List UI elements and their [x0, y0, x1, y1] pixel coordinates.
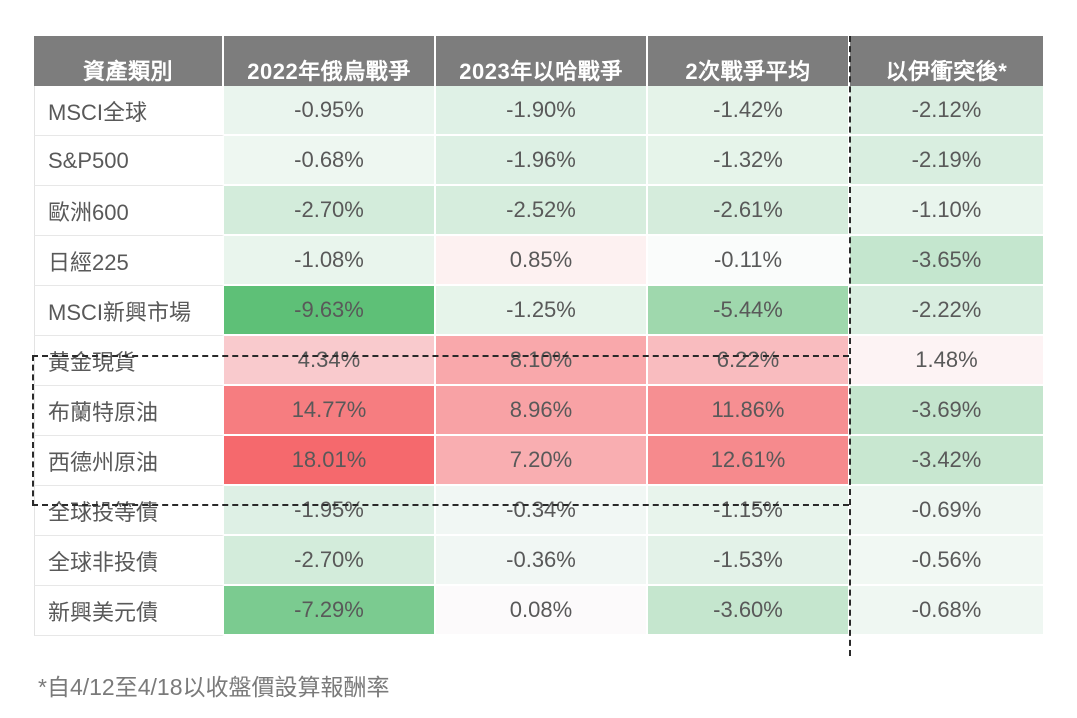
value-cell: 1.48% — [850, 336, 1043, 386]
value-cell: -0.68% — [224, 136, 436, 186]
value-cell: -0.68% — [850, 586, 1043, 636]
value-cell: -9.63% — [224, 286, 436, 336]
value-cell: 6.22% — [648, 336, 850, 386]
value-cell: -1.10% — [850, 186, 1043, 236]
asset-label: 日經225 — [34, 236, 224, 286]
value-cell: -3.42% — [850, 436, 1043, 486]
last-column-dashed-divider — [849, 36, 851, 656]
value-cell: 12.61% — [648, 436, 850, 486]
value-cell: -3.69% — [850, 386, 1043, 436]
value-cell: -7.29% — [224, 586, 436, 636]
footnote: *自4/12至4/18以收盤價設算報酬率 — [38, 674, 390, 700]
value-cell: 0.08% — [436, 586, 648, 636]
value-cell: -1.96% — [436, 136, 648, 186]
value-cell: 7.20% — [436, 436, 648, 486]
value-cell: -1.15% — [648, 486, 850, 536]
asset-label: 全球非投債 — [34, 536, 224, 586]
value-cell: 4.34% — [224, 336, 436, 386]
asset-label: MSCI全球 — [34, 86, 224, 136]
value-cell: -3.60% — [648, 586, 850, 636]
value-cell: -2.52% — [436, 186, 648, 236]
asset-label: 歐洲600 — [34, 186, 224, 236]
value-cell: -0.56% — [850, 536, 1043, 586]
value-cell: -1.08% — [224, 236, 436, 286]
value-cell: -2.70% — [224, 186, 436, 236]
asset-label: 黃金現貨 — [34, 336, 224, 386]
asset-label: MSCI新興市場 — [34, 286, 224, 336]
value-cell: -2.22% — [850, 286, 1043, 336]
value-cell: -1.32% — [648, 136, 850, 186]
value-cell: 14.77% — [224, 386, 436, 436]
value-cell: 8.10% — [436, 336, 648, 386]
value-cell: -1.90% — [436, 86, 648, 136]
value-cell: -0.11% — [648, 236, 850, 286]
value-cell: 11.86% — [648, 386, 850, 436]
value-cell: -0.34% — [436, 486, 648, 536]
asset-label: S&P500 — [34, 136, 224, 186]
value-cell: -5.44% — [648, 286, 850, 336]
value-cell: 18.01% — [224, 436, 436, 486]
value-cell: -2.12% — [850, 86, 1043, 136]
value-cell: -2.61% — [648, 186, 850, 236]
value-cell: 0.85% — [436, 236, 648, 286]
value-cell: -0.36% — [436, 536, 648, 586]
value-cell: -0.95% — [224, 86, 436, 136]
asset-label: 西德州原油 — [34, 436, 224, 486]
value-cell: -1.25% — [436, 286, 648, 336]
value-cell: -1.42% — [648, 86, 850, 136]
value-cell: -3.65% — [850, 236, 1043, 286]
asset-label: 新興美元債 — [34, 586, 224, 636]
value-cell: -2.19% — [850, 136, 1043, 186]
asset-returns-table: 資產類別 2022年俄烏戰爭 2023年以哈戰爭 2次戰爭平均 以伊衝突後* M… — [34, 36, 1043, 636]
value-cell: -1.95% — [224, 486, 436, 536]
value-cell: -1.53% — [648, 536, 850, 586]
value-cell: -2.70% — [224, 536, 436, 586]
asset-label: 全球投等債 — [34, 486, 224, 536]
asset-label: 布蘭特原油 — [34, 386, 224, 436]
value-cell: -0.69% — [850, 486, 1043, 536]
value-cell: 8.96% — [436, 386, 648, 436]
